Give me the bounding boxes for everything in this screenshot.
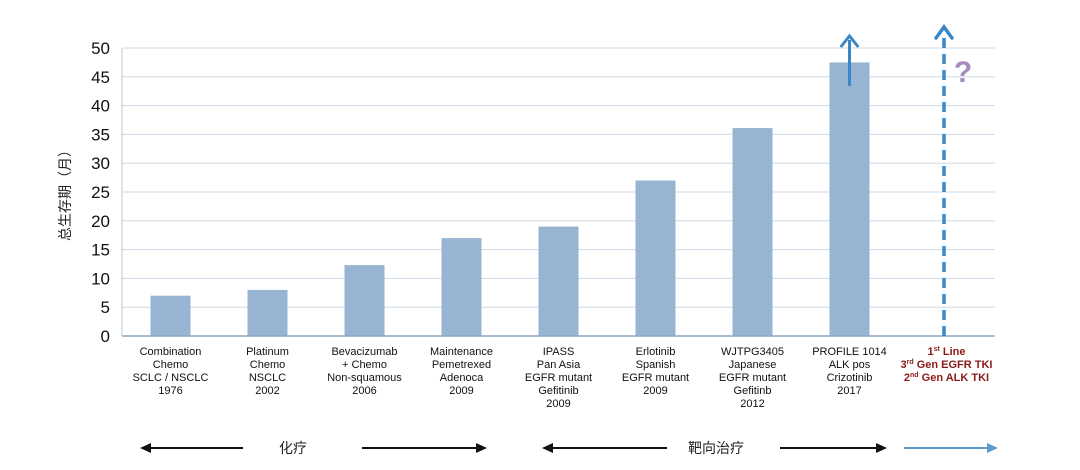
left-arrowhead-icon (140, 443, 151, 453)
x-tick-label: Non-squamous (327, 372, 402, 384)
x-tick-label: EGFR mutant (719, 372, 786, 384)
x-tick-label: 1976 (158, 385, 182, 397)
x-tick-label: Pan Asia (537, 359, 581, 371)
question-mark: ? (954, 56, 972, 89)
y-tick-label: 30 (91, 154, 110, 173)
x-tick-label-future: 1st Line (927, 346, 965, 358)
bar (829, 62, 870, 337)
x-tick-label: EGFR mutant (622, 372, 689, 384)
x-tick-label: 2009 (643, 385, 667, 397)
x-tick-label: IPASS (543, 346, 575, 358)
bars (150, 62, 870, 337)
y-tick-label: 10 (91, 269, 110, 288)
annotations: ? (840, 24, 972, 336)
x-tick-label: Gefitinb (734, 385, 772, 397)
bar (247, 289, 288, 336)
x-tick-label: 2009 (449, 385, 473, 397)
y-tick-label: 0 (101, 327, 110, 346)
x-tick-label: SCLC / NSCLC (133, 372, 209, 384)
x-tick-label: 2017 (837, 385, 861, 397)
x-tick-label: ALK pos (829, 359, 871, 371)
y-tick-label: 35 (91, 125, 110, 144)
right-arrowhead-icon (876, 443, 887, 453)
x-tick-label: PROFILE 1014 (812, 346, 887, 358)
axes (121, 48, 995, 337)
y-tick-label: 45 (91, 68, 110, 87)
x-tick-label: 2009 (546, 398, 570, 410)
x-tick-label: NSCLC (249, 372, 286, 384)
upward-arrow-head-icon (840, 33, 859, 48)
bar (635, 180, 676, 336)
x-tick-label: 2006 (352, 385, 376, 397)
right-arrowhead-icon (476, 443, 487, 453)
x-tick-label: Erlotinib (636, 346, 676, 358)
treatment-phase-arrows: 化疗 靶向治疗 (140, 441, 998, 457)
left-arrowhead-icon (542, 443, 553, 453)
bar (732, 128, 773, 336)
x-tick-label-future: 2nd Gen ALK TKI (904, 372, 989, 384)
x-tick-label: Japanese (729, 359, 777, 371)
x-tick-label: 2012 (740, 398, 764, 410)
phase-label-targeted: 靶向治疗 (688, 441, 744, 457)
x-tick-label: Gefitinib (538, 385, 578, 397)
x-tick-label: Chemo (153, 359, 188, 371)
x-tick-label: Combination (140, 346, 202, 358)
x-tick-label: Pemetrexed (432, 359, 491, 371)
x-tick-label: Chemo (250, 359, 285, 371)
x-tick-label: Adenoca (440, 372, 484, 384)
x-tick-label: Bevacizumab (331, 346, 397, 358)
phase-label-chemo: 化疗 (279, 441, 307, 457)
bar (150, 295, 191, 336)
x-tick-label: Spanish (636, 359, 676, 371)
x-tick-label: Maintenance (430, 346, 493, 358)
x-tick-label: EGFR mutant (525, 372, 592, 384)
y-tick-label: 25 (91, 183, 110, 202)
y-axis-ticks: 0 5 10 15 20 25 30 35 40 45 50 (91, 39, 110, 346)
x-tick-label: + Chemo (342, 359, 387, 371)
bar (344, 265, 385, 336)
y-tick-label: 40 (91, 97, 110, 116)
dashed-arrow-head-icon (934, 24, 954, 40)
x-tick-label: Platinum (246, 346, 289, 358)
y-tick-label: 20 (91, 212, 110, 231)
right-arrowhead-icon (987, 443, 998, 453)
x-tick-label-future: 3rd Gen EGFR TKI (901, 359, 993, 371)
x-tick-label: 2002 (255, 385, 279, 397)
x-tick-label: Crizotinib (827, 372, 873, 384)
y-tick-label: 50 (91, 39, 110, 58)
bar (441, 238, 482, 336)
x-tick-label: WJTPG3405 (721, 346, 784, 358)
y-axis-label: 总生存期（月） (58, 143, 74, 241)
y-tick-label: 5 (101, 298, 110, 317)
y-tick-label: 15 (91, 241, 110, 260)
bar (538, 226, 579, 336)
